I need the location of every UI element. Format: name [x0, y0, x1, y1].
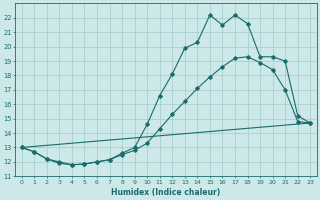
X-axis label: Humidex (Indice chaleur): Humidex (Indice chaleur) [111, 188, 220, 197]
